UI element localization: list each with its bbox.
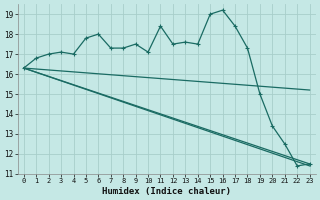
X-axis label: Humidex (Indice chaleur): Humidex (Indice chaleur): [102, 187, 231, 196]
